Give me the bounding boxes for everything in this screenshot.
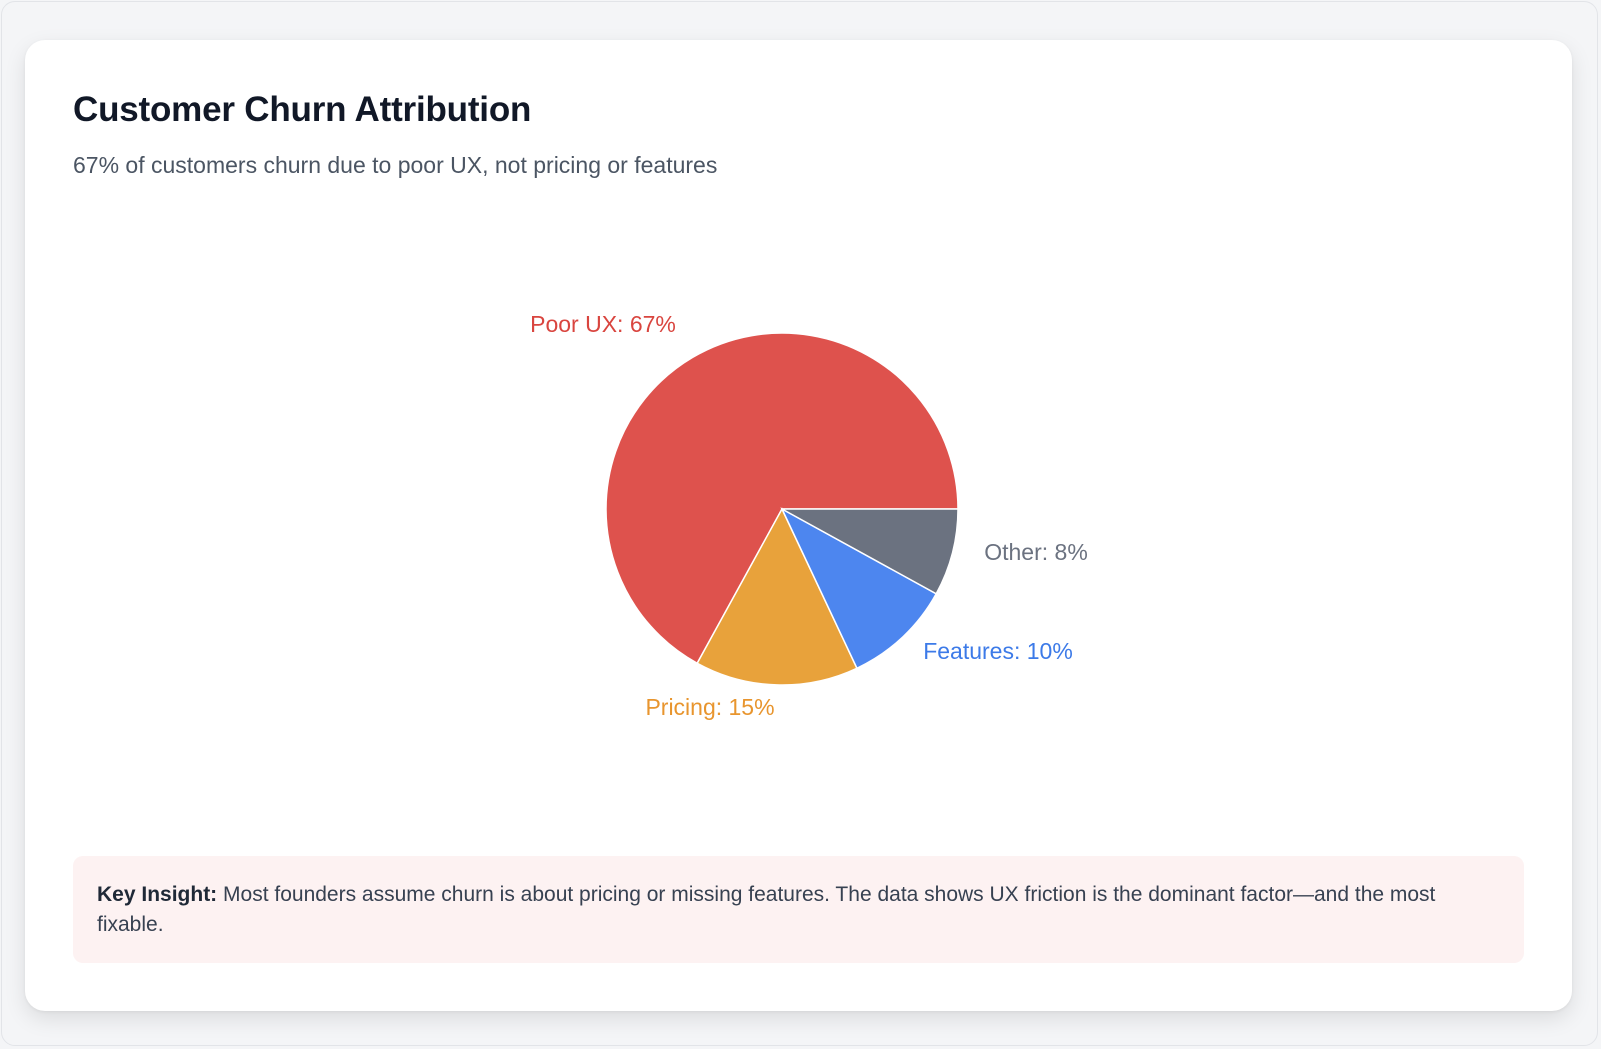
pie-label-pricing: Pricing: 15% <box>645 694 774 720</box>
pie-labels: Poor UX: 67% Pricing: 15% Features: 10% Oth… <box>530 311 1088 720</box>
pie-slice-features <box>780 507 938 670</box>
pie-slices <box>605 332 959 686</box>
pie-slice-poor-ux <box>605 332 959 665</box>
pie-label-other: Other: 8% <box>984 539 1088 565</box>
key-insight-label: Key Insight: <box>97 883 218 906</box>
pie-slice-other <box>781 508 959 595</box>
key-insight-box: Key Insight: Most founders assume churn … <box>73 856 1524 963</box>
pie-label-poor-ux: Poor UX: 67% <box>530 311 676 337</box>
pie-label-features: Features: 10% <box>923 638 1073 664</box>
key-insight-text: Most founders assume churn is about pric… <box>97 883 1436 936</box>
chart-title: Customer Churn Attribution <box>73 90 532 129</box>
pie-slice-pricing <box>696 507 858 686</box>
chart-card: Customer Churn Attribution 67% of custom… <box>25 40 1572 1011</box>
chart-subtitle: 67% of customers churn due to poor UX, n… <box>73 152 718 178</box>
pie-chart: Poor UX: 67% Pricing: 15% Features: 10% Oth… <box>530 311 1088 720</box>
